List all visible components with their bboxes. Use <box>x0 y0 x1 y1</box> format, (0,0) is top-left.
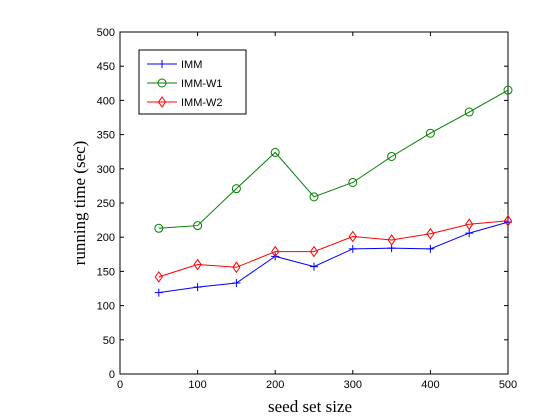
series-imm <box>154 218 512 297</box>
legend: IMM IMM-W1 IMM-W2 <box>138 49 247 115</box>
y-tick-label: 500 <box>97 27 115 39</box>
x-tick-label: 500 <box>499 379 517 391</box>
y-tick-label: 50 <box>103 335 115 347</box>
series-line <box>158 221 509 294</box>
data-point <box>158 60 166 68</box>
data-point <box>232 279 241 288</box>
y-tick-label: 200 <box>97 232 115 244</box>
y-tick-label: 100 <box>97 301 115 313</box>
legend-label: IMM <box>181 59 202 71</box>
legend-item: IMM <box>147 59 202 71</box>
legend-item: IMM-W1 <box>147 78 223 90</box>
axis-ticks: 0 100 200 300 400 500 0 50 100 150 200 250 300 350 400… <box>97 27 518 391</box>
y-tick-label: 250 <box>97 198 115 210</box>
y-tick-label: 0 <box>109 369 115 381</box>
data-point <box>193 283 202 292</box>
x-tick-label: 300 <box>344 379 362 391</box>
data-point <box>503 85 513 95</box>
x-tick-label: 200 <box>266 379 284 391</box>
y-tick-label: 350 <box>97 130 115 142</box>
legend-label: IMM-W1 <box>181 78 223 90</box>
data-point <box>465 218 474 231</box>
data-point <box>231 184 241 194</box>
data-point <box>503 214 513 227</box>
data-point <box>157 78 167 88</box>
series-group <box>154 85 513 297</box>
data-point <box>270 147 280 157</box>
legend-item: IMM-W2 <box>147 96 223 109</box>
y-tick-label: 400 <box>97 95 115 107</box>
data-point <box>309 245 319 258</box>
x-axis-label: seed set size <box>268 397 352 416</box>
data-point <box>387 151 397 161</box>
data-point <box>387 234 396 246</box>
series-line <box>158 220 509 278</box>
data-point <box>425 128 435 138</box>
data-point <box>348 177 358 187</box>
data-point <box>157 96 167 108</box>
series-imm-w2 <box>154 214 513 283</box>
x-tick-label: 0 <box>117 379 123 391</box>
data-point <box>271 245 280 258</box>
data-point <box>309 192 319 202</box>
data-point <box>348 230 357 243</box>
legend-label: IMM-W2 <box>181 97 223 109</box>
series-line <box>158 89 509 229</box>
data-point <box>193 258 202 271</box>
data-point <box>154 223 164 233</box>
data-point <box>193 221 203 231</box>
data-point <box>465 229 474 238</box>
data-point <box>348 244 357 253</box>
data-point <box>154 271 163 283</box>
data-point <box>232 261 241 274</box>
x-tick-label: 400 <box>421 379 439 391</box>
data-point <box>154 288 163 297</box>
y-tick-label: 450 <box>97 61 115 73</box>
data-point <box>464 107 474 117</box>
x-tick-label: 100 <box>188 379 206 391</box>
data-point <box>310 262 318 271</box>
series-imm-w1 <box>154 85 513 233</box>
data-point <box>426 227 435 240</box>
y-axis-label: running time (sec) <box>70 141 89 266</box>
y-tick-label: 150 <box>97 266 115 278</box>
y-tick-label: 300 <box>97 164 115 176</box>
data-point <box>426 244 435 253</box>
legend-box <box>138 49 247 115</box>
